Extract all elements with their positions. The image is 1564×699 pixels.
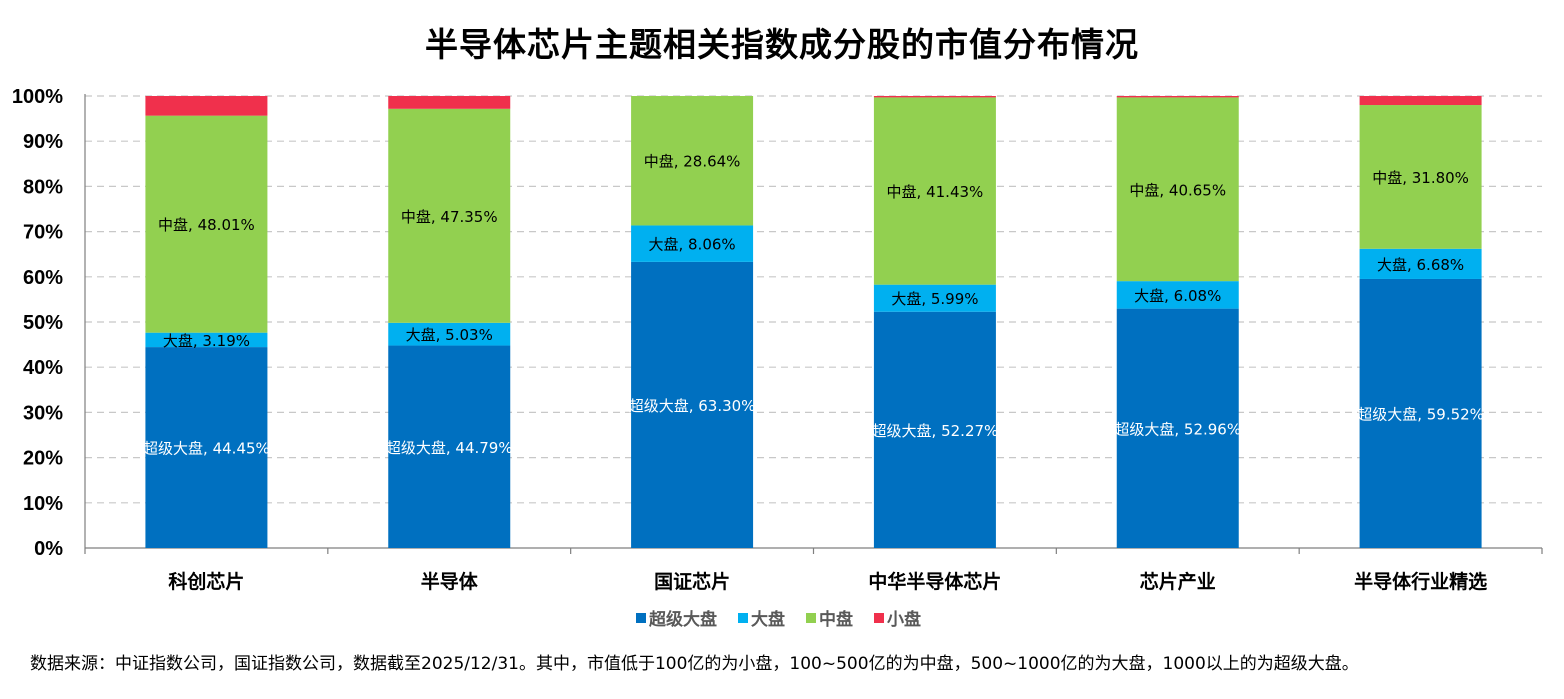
legend-swatch-小盘 [874, 613, 884, 623]
y-tick-label: 80% [23, 176, 63, 198]
x-tick-label: 半导体行业精选 [1354, 570, 1487, 593]
x-tick-label: 半导体 [421, 570, 479, 593]
bar-segment-超级大盘 [1116, 308, 1239, 548]
y-tick-label: 70% [23, 222, 63, 244]
bar-segment-超级大盘 [1359, 278, 1482, 548]
bar-segment-小盘 [873, 96, 996, 98]
data-label: 中盘, 48.01% [158, 216, 255, 234]
y-tick-label: 90% [23, 131, 63, 153]
bar-segment-超级大盘 [631, 261, 754, 548]
data-label: 大盘, 8.06% [648, 236, 735, 254]
bar-segment-小盘 [388, 96, 511, 109]
y-tick-label: 0% [34, 538, 63, 560]
bar-segment-超级大盘 [145, 347, 268, 548]
legend-swatch-中盘 [806, 613, 816, 623]
bar-segment-中盘 [873, 97, 996, 285]
y-tick-label: 60% [23, 267, 63, 289]
bar-segment-中盘 [145, 115, 268, 333]
source-note: 数据来源：中证指数公司，国证指数公司，数据截至2025/12/31。其中，市值低… [30, 654, 1359, 674]
gridlines [85, 95, 1542, 504]
bar-segment-大盘 [631, 225, 754, 262]
y-tick-label: 50% [23, 312, 63, 334]
x-tick-label: 中华半导体芯片 [868, 570, 1001, 593]
bars [145, 96, 1482, 548]
bar-segment-大盘 [145, 332, 268, 348]
data-label: 大盘, 5.03% [406, 326, 493, 344]
bar-segment-大盘 [1359, 248, 1482, 279]
legend-label: 小盘 [887, 609, 921, 630]
bar-segment-中盘 [388, 108, 511, 323]
stacked-bar-chart: 0% 10% 20% 30% 40% 50% 60% 70% 80% 90% 100% 超级大盘, … [12, 86, 1543, 630]
y-axis: 0% 10% 20% 30% 40% 50% 60% 70% 80% 90% 100% [12, 86, 1543, 560]
data-label: 超级大盘, 52.96% [1114, 420, 1241, 438]
bar-segment-小盘 [1359, 96, 1482, 106]
bar-segment-大盘 [873, 284, 996, 312]
legend-label: 大盘 [751, 609, 785, 630]
bar-segment-超级大盘 [873, 311, 996, 548]
y-tick-label: 30% [23, 402, 63, 424]
bar-segment-小盘 [145, 96, 268, 116]
bar-segment-中盘 [631, 96, 754, 226]
legend-label: 中盘 [819, 609, 853, 630]
data-label: 中盘, 47.35% [401, 208, 498, 226]
data-label: 大盘, 3.19% [163, 332, 250, 350]
bar-segment-大盘 [388, 322, 511, 346]
y-tick-label: 100% [12, 86, 63, 108]
data-label: 超级大盘, 63.30% [629, 397, 756, 415]
bar-segment-中盘 [1116, 97, 1239, 282]
x-tick-label: 国证芯片 [654, 570, 730, 593]
data-label: 超级大盘, 59.52% [1357, 405, 1484, 423]
bar-segment-超级大盘 [388, 345, 511, 548]
data-label: 中盘, 31.80% [1372, 169, 1469, 187]
data-label: 大盘, 5.99% [891, 290, 978, 308]
data-label: 大盘, 6.68% [1377, 256, 1464, 274]
data-label: 超级大盘, 52.27% [872, 422, 999, 440]
x-tick-label: 科创芯片 [168, 570, 244, 593]
y-tick-label: 20% [23, 448, 63, 470]
y-tick-label: 40% [23, 357, 63, 379]
legend-label: 超级大盘 [649, 609, 717, 630]
data-label: 大盘, 6.08% [1134, 287, 1221, 305]
x-tick-label: 芯片产业 [1140, 570, 1216, 593]
data-label: 超级大盘, 44.79% [386, 439, 513, 457]
chart-title: 半导体芯片主题相关指数成分股的市值分布情况 [425, 25, 1139, 64]
data-label: 中盘, 41.43% [887, 183, 984, 201]
x-axis: 科创芯片 半导体 国证芯片 中华半导体芯片 芯片产业 半导体行业精选 [168, 570, 1487, 593]
data-label: 中盘, 28.64% [644, 153, 741, 171]
data-label: 中盘, 40.65% [1129, 181, 1226, 199]
y-tick-label: 10% [23, 493, 63, 515]
bar-segment-小盘 [1116, 96, 1239, 98]
bar-segment-中盘 [1359, 105, 1482, 249]
legend-swatch-大盘 [738, 613, 748, 623]
legend: 超级大盘 大盘 中盘 小盘 [636, 609, 921, 630]
data-labels: 超级大盘, 44.45% 大盘, 3.19% 中盘, 48.01% 超级大盘, 44.… [143, 153, 1484, 458]
legend-swatch-超级大盘 [636, 613, 646, 623]
data-label: 超级大盘, 44.45% [143, 440, 270, 458]
bar-segment-大盘 [1116, 281, 1239, 309]
